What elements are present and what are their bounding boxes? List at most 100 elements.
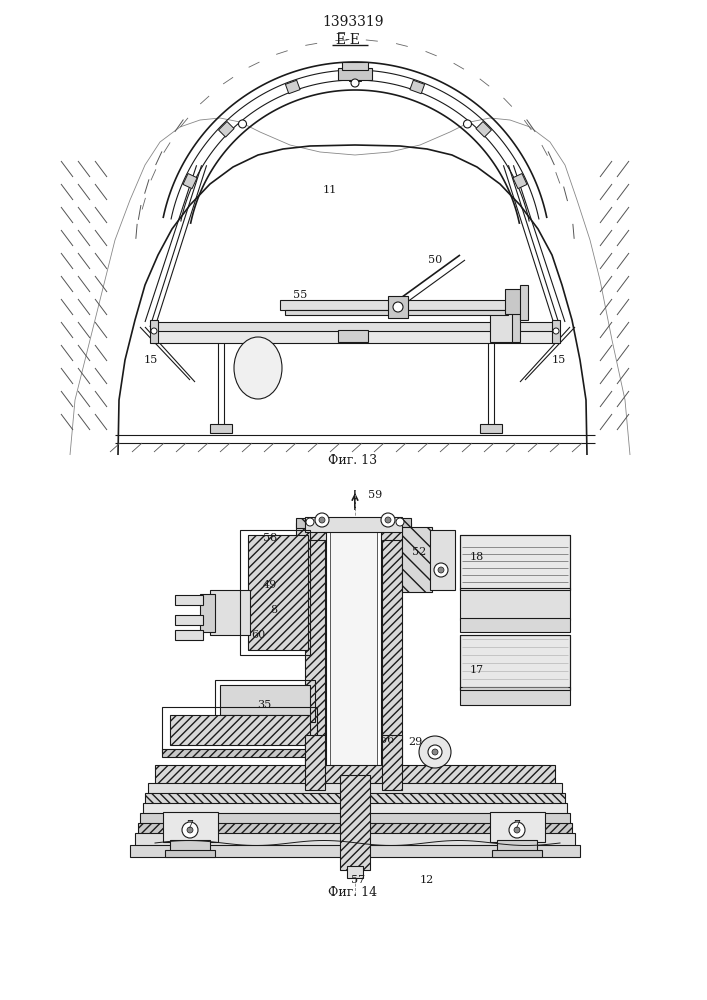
Bar	[175, 615, 203, 625]
Circle shape	[381, 513, 395, 527]
Circle shape	[509, 822, 525, 838]
Bar	[460, 535, 570, 590]
Polygon shape	[218, 122, 234, 137]
Bar	[175, 595, 203, 605]
Bar	[388, 296, 408, 318]
Text: 56: 56	[380, 735, 395, 745]
Bar	[382, 735, 402, 790]
Circle shape	[553, 328, 559, 334]
Bar	[460, 535, 570, 590]
Bar	[145, 793, 565, 805]
Circle shape	[319, 517, 325, 523]
Bar	[338, 68, 372, 80]
Bar	[220, 685, 310, 715]
Bar	[140, 813, 570, 825]
Polygon shape	[286, 80, 300, 94]
Bar	[305, 517, 402, 532]
Bar	[175, 630, 203, 640]
Circle shape	[396, 518, 404, 526]
Bar	[460, 635, 570, 690]
Bar	[382, 540, 402, 790]
Circle shape	[238, 120, 247, 128]
Text: 15: 15	[144, 355, 158, 365]
Bar	[148, 783, 562, 795]
Bar	[138, 823, 572, 835]
Bar	[165, 850, 215, 857]
Bar	[512, 307, 520, 342]
Text: 49: 49	[263, 580, 277, 590]
Text: 15: 15	[552, 355, 566, 365]
Circle shape	[151, 328, 157, 334]
Text: 59: 59	[368, 490, 382, 500]
Ellipse shape	[234, 337, 282, 399]
Bar	[170, 840, 210, 852]
Bar	[497, 840, 537, 852]
Text: 17: 17	[470, 665, 484, 675]
Bar	[400, 310, 508, 315]
Bar	[552, 320, 560, 343]
Bar	[347, 866, 363, 878]
Bar	[430, 530, 455, 590]
Bar	[200, 594, 215, 632]
Text: 35: 35	[257, 700, 271, 710]
Text: 52: 52	[412, 547, 426, 557]
Bar	[163, 812, 218, 842]
Bar	[480, 424, 502, 433]
Bar	[153, 331, 553, 343]
Bar	[296, 518, 411, 528]
Bar	[490, 307, 515, 342]
Circle shape	[432, 749, 438, 755]
Polygon shape	[476, 122, 491, 137]
Text: Фиг. 13: Фиг. 13	[329, 454, 378, 466]
Bar	[305, 735, 325, 790]
Bar	[395, 300, 510, 310]
Bar	[305, 540, 325, 790]
Bar	[342, 62, 368, 70]
Circle shape	[428, 745, 442, 759]
Bar	[162, 749, 317, 757]
Bar	[338, 330, 368, 342]
Bar	[135, 833, 575, 847]
Bar	[162, 707, 317, 752]
Text: 12: 12	[420, 875, 434, 885]
Text: E̅-E: E̅-E	[336, 33, 361, 47]
Text: 57: 57	[351, 875, 365, 885]
Text: 1393319: 1393319	[322, 15, 384, 29]
Circle shape	[315, 513, 329, 527]
Bar	[326, 525, 381, 820]
Bar	[460, 635, 570, 690]
Polygon shape	[349, 71, 361, 81]
Bar	[215, 680, 315, 722]
Polygon shape	[183, 174, 197, 189]
Bar	[248, 535, 308, 650]
Circle shape	[351, 79, 359, 87]
Circle shape	[385, 517, 391, 523]
Text: 11: 11	[323, 185, 337, 195]
Bar	[505, 289, 523, 314]
Bar	[402, 527, 432, 592]
Bar	[170, 715, 310, 745]
Text: Фиг. 14: Фиг. 14	[329, 886, 378, 898]
Text: 18: 18	[470, 552, 484, 562]
Bar	[296, 523, 411, 545]
Text: 8: 8	[270, 605, 277, 615]
Polygon shape	[410, 80, 425, 94]
Circle shape	[464, 120, 472, 128]
Circle shape	[514, 827, 520, 833]
Bar	[492, 850, 542, 857]
Polygon shape	[513, 174, 527, 189]
Bar	[153, 322, 553, 332]
Circle shape	[438, 567, 444, 573]
Circle shape	[187, 827, 193, 833]
Bar	[150, 320, 158, 343]
Bar	[340, 775, 370, 870]
Text: 29: 29	[408, 737, 422, 747]
Text: 7: 7	[513, 820, 520, 830]
Circle shape	[393, 302, 403, 312]
Bar	[490, 812, 545, 842]
Bar	[460, 618, 570, 632]
Text: 55: 55	[293, 290, 307, 300]
Text: 50: 50	[428, 255, 442, 265]
Bar	[155, 765, 555, 787]
Bar	[280, 300, 395, 310]
